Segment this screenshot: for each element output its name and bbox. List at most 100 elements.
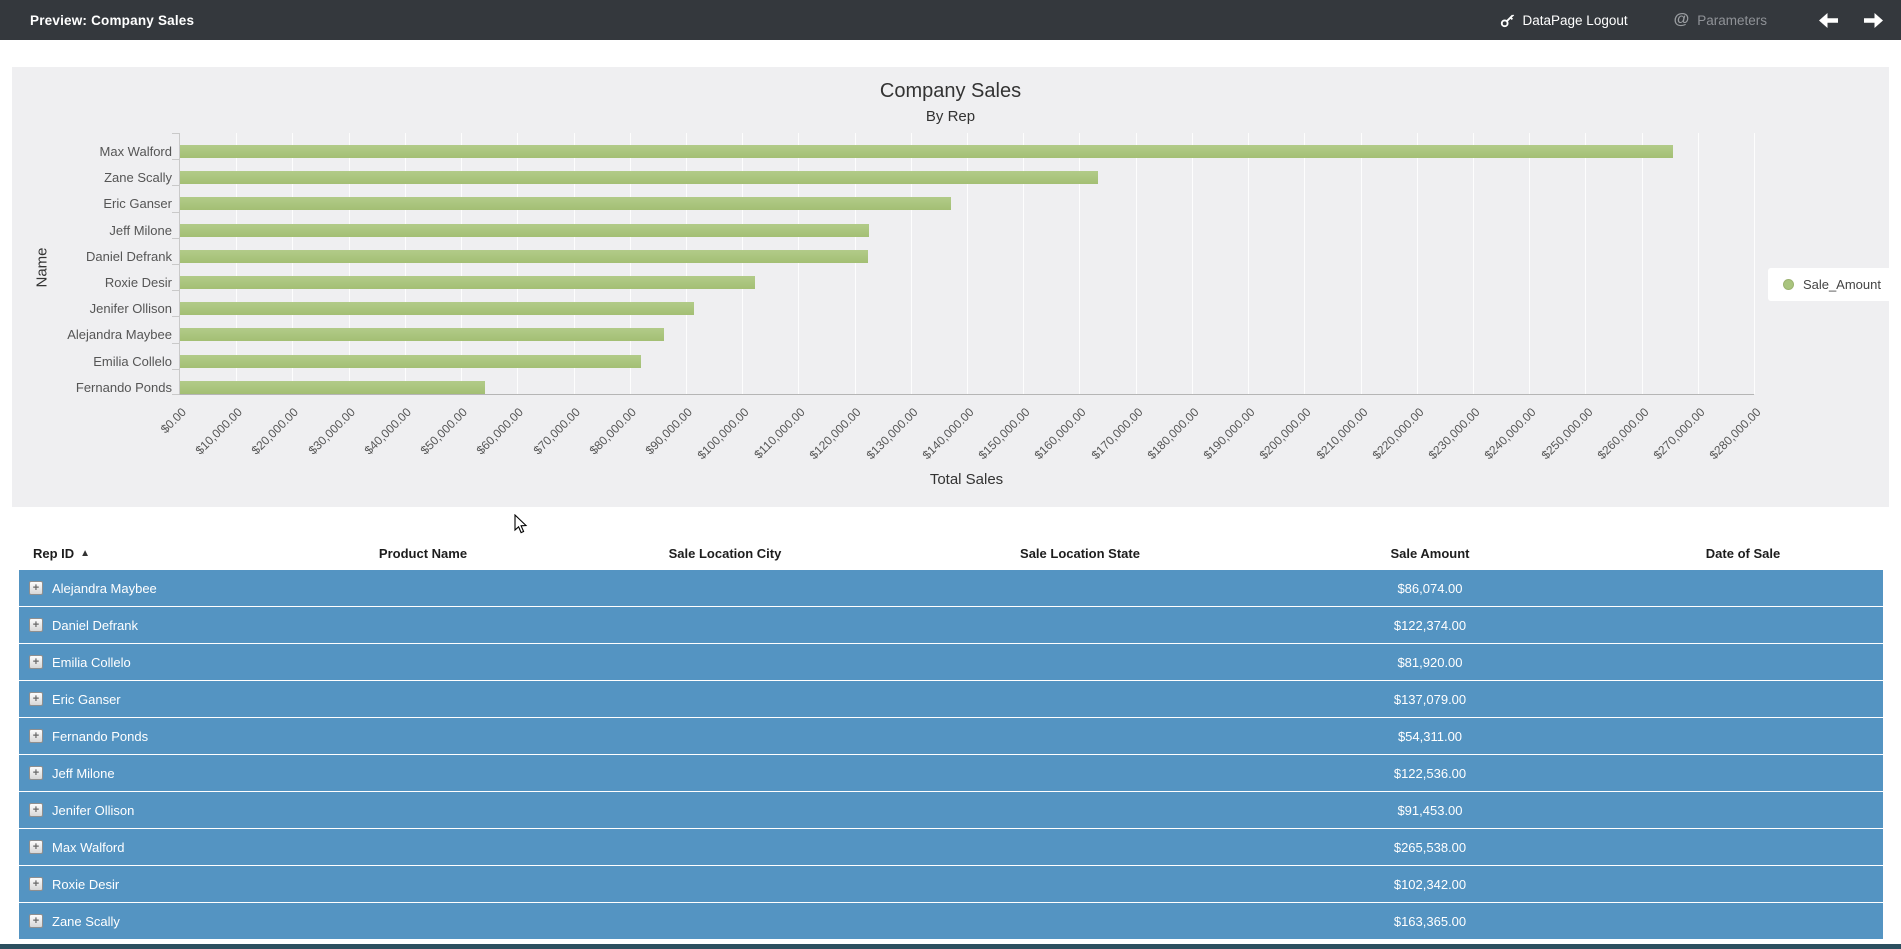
rep-name: Jenifer Ollison (52, 802, 135, 818)
rep-name: Jeff Milone (52, 765, 115, 781)
x-tick-label: $200,000.00 (1256, 405, 1314, 463)
chart-bar (180, 145, 1673, 158)
column-header-rep-id[interactable]: Rep ID ▲ (33, 545, 91, 561)
sale-amount-cell: $122,536.00 (1393, 765, 1467, 781)
gridline (1023, 133, 1025, 394)
y-axis-tick (172, 368, 179, 370)
gridline (798, 133, 800, 394)
column-header-sale-amount[interactable]: Sale Amount (1390, 545, 1470, 561)
category-label: Fernando Ponds (75, 379, 172, 395)
chart-subtitle: By Rep (925, 108, 976, 125)
back-arrow-icon[interactable] (1819, 12, 1838, 28)
gridline (685, 133, 687, 394)
topbar-actions: DataPage Logout @ Parameters (1500, 11, 1883, 29)
expand-row-button[interactable]: + (29, 914, 43, 928)
expand-row-button[interactable]: + (29, 877, 43, 891)
expand-row-button[interactable]: + (29, 840, 43, 854)
preview-topbar: Preview: Company Sales DataPage Logout @… (0, 0, 1901, 40)
rep-id-cell: + Emilia Collelo (19, 655, 299, 670)
gridline (1360, 133, 1362, 394)
column-header-product-name[interactable]: Product Name (378, 545, 468, 561)
gridline (1585, 133, 1587, 394)
x-tick-label: $100,000.00 (694, 405, 752, 463)
table-row: + Fernando Ponds $54,311.00 (19, 718, 1883, 754)
mouse-cursor (514, 514, 528, 534)
gridline (1416, 133, 1418, 394)
chart-bar (180, 354, 641, 368)
x-tick-label: $120,000.00 (806, 405, 864, 463)
sale-amount-cell: $86,074.00 (1397, 580, 1463, 596)
rep-name: Eric Ganser (52, 691, 121, 707)
expand-row-button[interactable]: + (29, 655, 43, 669)
y-axis-tick (172, 342, 179, 344)
rep-name: Daniel Defrank (52, 617, 138, 633)
gridline (967, 133, 968, 394)
sale-amount-cell: $122,374.00 (1393, 617, 1467, 633)
column-header-sale-location-city[interactable]: Sale Location City (668, 545, 782, 561)
expand-row-button[interactable]: + (29, 803, 43, 817)
gridline (1079, 133, 1081, 394)
x-tick-label: $140,000.00 (919, 405, 977, 463)
rep-name: Zane Scally (52, 913, 120, 929)
expand-row-button[interactable]: + (29, 766, 43, 780)
forward-arrow-icon[interactable] (1864, 12, 1883, 28)
parameters-label: Parameters (1697, 12, 1767, 28)
rep-id-cell: + Zane Scally (19, 914, 299, 929)
table-row: + Roxie Desir $102,342.00 (19, 866, 1883, 902)
gridline (1248, 133, 1250, 394)
column-header-sale-location-state[interactable]: Sale Location State (1020, 545, 1140, 561)
gridline (1697, 133, 1699, 394)
y-axis-tick (172, 264, 179, 265)
rep-id-cell: + Fernando Ponds (19, 729, 299, 744)
x-tick-label: $210,000.00 (1313, 405, 1371, 463)
legend-series-label: Sale_Amount (1802, 277, 1881, 292)
y-axis-category-labels: Max Walford Zane Scally Eric Ganser Jeff Mi… (12, 133, 172, 395)
category-label: Emilia Collelo (93, 353, 172, 369)
x-tick-label: $50,000.00 (417, 405, 471, 458)
expand-row-button[interactable]: + (29, 581, 43, 595)
plot-area (172, 133, 1755, 395)
x-axis-title: Total Sales (929, 471, 1004, 488)
chart-bar (180, 302, 695, 316)
x-tick-label: $220,000.00 (1369, 405, 1427, 463)
table-row: + Jeff Milone $122,536.00 (19, 755, 1883, 791)
datapage-logout-button[interactable]: DataPage Logout (1500, 13, 1628, 28)
gridline (1641, 133, 1643, 394)
gridline (1304, 133, 1306, 394)
sales-chart-panel: Company Sales By Rep Name Max Walford Zan… (12, 67, 1896, 507)
expand-row-button[interactable]: + (29, 618, 43, 632)
chart-bar (180, 223, 869, 237)
table-row: + Daniel Defrank $122,374.00 (19, 607, 1883, 643)
category-label: Max Walford (99, 144, 172, 159)
gridline (517, 133, 519, 394)
x-tick-label: $110,000.00 (751, 405, 808, 462)
parameters-button[interactable]: @ Parameters (1674, 11, 1767, 29)
rep-id-cell: + Jeff Milone (19, 766, 299, 781)
gridline (854, 133, 856, 394)
rep-id-cell: + Max Walford (19, 840, 299, 855)
column-header-date-of-sale[interactable]: Date of Sale (1705, 545, 1781, 561)
rep-name: Alejandra Maybee (52, 580, 157, 596)
x-tick-label: $130,000.00 (863, 405, 921, 463)
gridline (1191, 133, 1193, 394)
table-row: + Max Walford $265,538.00 (19, 829, 1883, 865)
chart-bar (180, 328, 664, 342)
y-axis-tick (172, 211, 179, 213)
gridline (292, 133, 294, 394)
x-tick-label: $70,000.00 (530, 405, 583, 458)
expand-row-button[interactable]: + (29, 692, 43, 706)
sale-amount-cell: $81,920.00 (1397, 654, 1463, 670)
expand-row-button[interactable]: + (29, 729, 43, 743)
y-axis-tick (172, 316, 179, 318)
results-table-body: + Alejandra Maybee $86,074.00 + Daniel Defra… (19, 570, 1883, 940)
key-icon (1500, 13, 1515, 28)
chart-bar (180, 276, 756, 289)
x-tick-label: $90,000.00 (642, 405, 696, 458)
chart-bar (180, 171, 1099, 185)
rep-id-cell: + Daniel Defrank (19, 618, 299, 633)
rep-name: Max Walford (52, 839, 125, 855)
gridline (629, 133, 631, 394)
y-axis-tick (172, 290, 179, 292)
x-tick-label: $260,000.00 (1594, 405, 1652, 463)
table-row: + Zane Scally $163,365.00 (19, 903, 1883, 939)
